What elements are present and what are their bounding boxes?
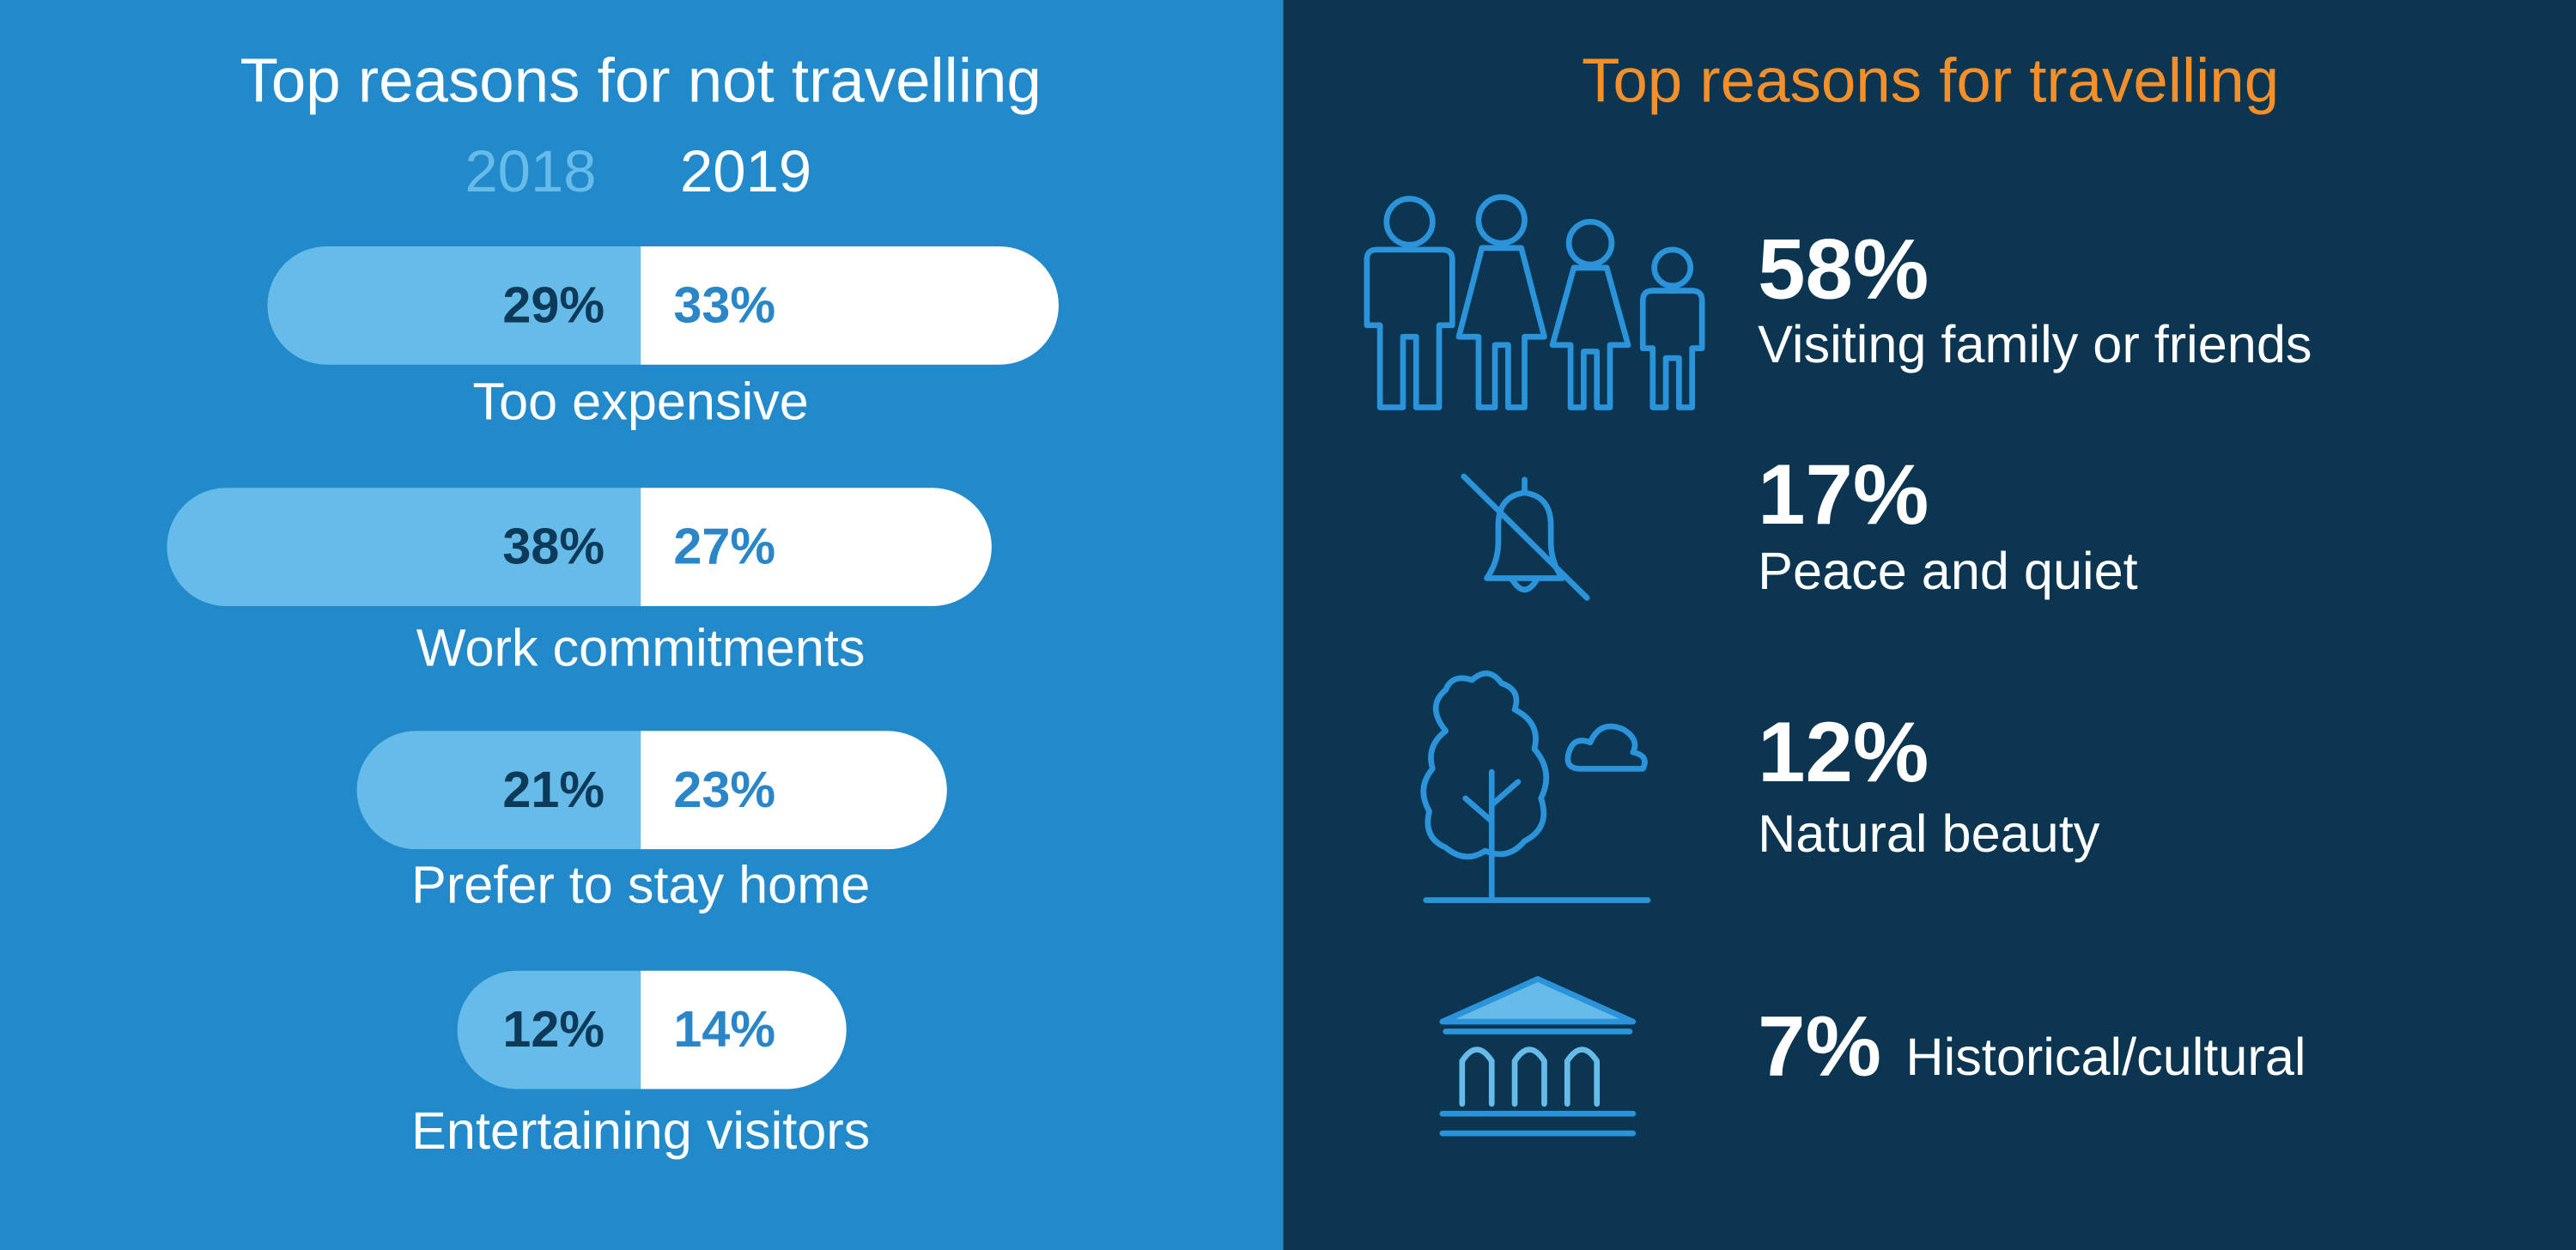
heritage-icon [1439,975,1637,1137]
value-label: 38% [502,518,605,575]
value-label: 21% [502,761,605,818]
quiet-icon [1461,473,1590,601]
category-label: Too expensive [472,373,808,431]
bar-2018 [267,246,641,365]
value-label: 29% [502,276,605,333]
value-label: 27% [673,518,775,575]
category-label: Entertaining visitors [411,1101,870,1160]
value-label: 7% [1758,999,1881,1095]
value-label: 33% [673,276,775,333]
value-label: 12% [502,1000,605,1058]
bar-2018 [356,731,641,850]
right-panel [1283,0,2576,1250]
bar-2019 [641,488,992,606]
category-label: Work commitments [416,619,866,677]
category-label: Prefer to stay home [411,855,870,913]
right-title: Top reasons for travelling [1582,46,2279,116]
bar-2019 [641,970,847,1089]
value-label: 12% [1758,705,1929,800]
value-label: 58% [1758,222,1929,318]
value-label: 14% [673,1000,775,1058]
category-label: Peace and quiet [1758,542,2137,600]
bar-2019 [641,731,947,850]
category-label: Visiting family or friends [1758,315,2312,373]
category-label: Historical/cultural [1905,1028,2306,1086]
value-label: 17% [1758,447,1929,543]
family-icon [1364,194,1705,410]
bar-2019 [641,246,1059,365]
nature-icon [1420,671,1651,903]
legend-label: 2019 [680,138,811,204]
category-label: Natural beauty [1758,804,2100,863]
bar-2018 [457,970,641,1089]
left-title: Top reasons for not travelling [240,46,1042,116]
value-label: 23% [673,761,775,818]
bar-2018 [167,488,641,606]
legend-label: 2018 [465,138,596,204]
